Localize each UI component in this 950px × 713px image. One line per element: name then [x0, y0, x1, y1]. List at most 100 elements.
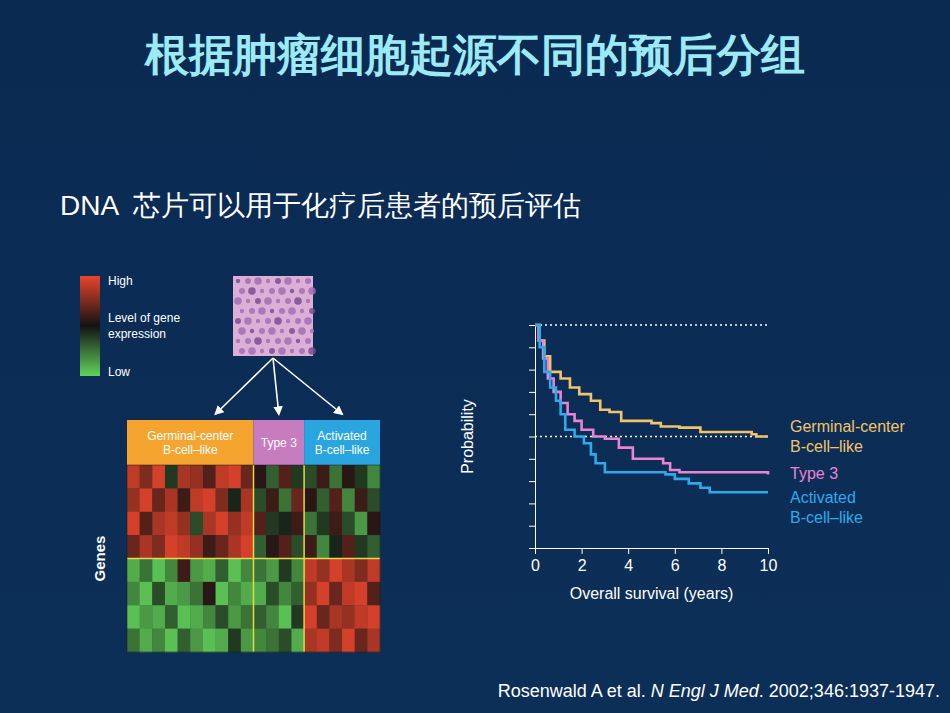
heatmap-cell	[203, 465, 216, 489]
heatmap-cell	[355, 582, 368, 606]
heatmap-cell	[140, 465, 153, 489]
heatmap-cell	[304, 512, 317, 536]
reference-line	[535, 436, 768, 437]
text-line: Germinal-center	[147, 429, 233, 443]
heatmap-cell	[203, 535, 216, 559]
heatmap-cell	[165, 465, 178, 489]
heatmap-cell	[317, 559, 330, 583]
x-tick-label: 8	[717, 557, 726, 574]
cell-nucleus	[265, 318, 271, 324]
heatmap-cell	[190, 535, 203, 559]
heatmap-cell	[317, 605, 330, 629]
heatmap-cell	[266, 582, 279, 606]
y-tick	[529, 437, 535, 438]
heatmap-cell	[152, 559, 165, 583]
heatmap-cell	[178, 605, 191, 629]
cell-nucleus	[275, 338, 281, 344]
cell-nucleus	[274, 317, 282, 325]
cell-nucleus	[245, 338, 251, 344]
y-tick	[529, 481, 535, 482]
heatmap-cell	[342, 605, 355, 629]
heatmap-cell	[127, 582, 140, 606]
heatmap-cell	[254, 535, 267, 559]
colorbar-tick-label: High	[108, 274, 133, 288]
arrow	[273, 358, 279, 414]
heatmap-cell	[178, 535, 191, 559]
heatmap-cell	[367, 465, 380, 489]
cell-nucleus	[269, 288, 275, 294]
cell-nucleus	[308, 347, 316, 355]
heatmap-cell	[190, 582, 203, 606]
x-tick: 0	[531, 548, 540, 574]
text-line: Level of gene	[108, 311, 180, 325]
cell-nucleus	[298, 327, 306, 335]
text-line: B-cell–like	[163, 443, 218, 457]
heatmap-cell	[266, 535, 279, 559]
heatmap-cell	[279, 605, 292, 629]
heatmap-cell	[127, 605, 140, 629]
text-line: Activated	[317, 429, 366, 443]
cell-nucleus	[254, 277, 262, 285]
heatmap-cell	[329, 582, 342, 606]
cell-nucleus	[234, 297, 242, 305]
title: 根据肿瘤细胞起源不同的预后分组	[143, 30, 805, 79]
colorbar-title: Level of geneexpression	[108, 311, 180, 341]
text-line: B-cell–like	[790, 438, 863, 455]
heatmap-cell	[329, 559, 342, 583]
citation-part: N Engl J Med	[651, 681, 760, 701]
heatmap-cell	[203, 512, 216, 536]
text-line: Type 3	[790, 465, 838, 482]
heatmap-cell	[203, 488, 216, 512]
cell-nucleus	[248, 347, 256, 355]
heatmap-cell	[140, 605, 153, 629]
cell-nucleus	[310, 329, 314, 333]
heatmap-cell	[241, 488, 254, 512]
heatmap-cell	[329, 629, 342, 653]
heatmap-cell	[254, 582, 267, 606]
heatmap-cell	[127, 465, 140, 489]
cell-nucleus	[306, 299, 310, 303]
heatmap-cell	[304, 582, 317, 606]
heatmap-cell	[178, 512, 191, 536]
heatmap-cell	[254, 488, 267, 512]
heatmap-cell	[367, 582, 380, 606]
x-tick-label: 6	[671, 557, 680, 574]
cell-nucleus	[239, 348, 245, 354]
heatmap-cell	[304, 535, 317, 559]
cell-nucleus	[280, 329, 284, 333]
y-tick-mark	[529, 481, 535, 482]
heatmap-cell	[178, 559, 191, 583]
x-tick: 2	[578, 548, 587, 574]
cell-nucleus	[290, 349, 294, 353]
heatmap-cell	[266, 512, 279, 536]
text-line: B-cell–like	[315, 443, 370, 457]
cell-nucleus	[304, 317, 312, 325]
cell-nucleus	[309, 308, 315, 314]
heatmap-cell	[254, 559, 267, 583]
heatmap-cell	[355, 512, 368, 536]
heatmap-cell	[367, 535, 380, 559]
heatmap-cell	[190, 629, 203, 653]
survival-curve	[535, 325, 768, 492]
heatmap-cell	[291, 488, 304, 512]
heatmap-cell	[342, 512, 355, 536]
x-axis-line	[536, 549, 769, 555]
cell-nucleus	[264, 297, 272, 305]
text-line: Activated	[790, 489, 856, 506]
heatmap-cell	[367, 629, 380, 653]
heatmap-cell	[228, 512, 241, 536]
survival-curve	[535, 325, 768, 474]
heatmap-cell	[127, 559, 140, 583]
group-header	[254, 420, 305, 465]
cell-nucleus	[296, 339, 300, 343]
cell-nucleus	[249, 308, 255, 314]
reference-line	[535, 324, 768, 325]
heatmap-cell	[127, 488, 140, 512]
cell-nucleus	[284, 337, 292, 345]
heatmap-cell	[228, 629, 241, 653]
heatmap-cell	[291, 629, 304, 653]
heatmap-cell	[216, 488, 229, 512]
heatmap-cell	[165, 629, 178, 653]
cell-nucleus	[275, 278, 281, 284]
heatmap-cell	[266, 559, 279, 583]
